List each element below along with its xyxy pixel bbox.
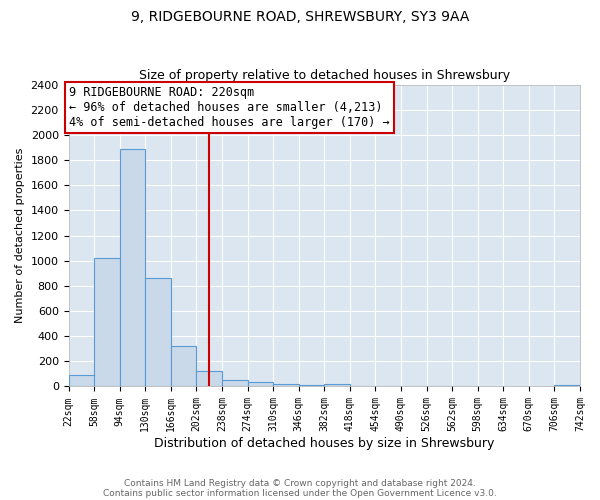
- Bar: [171, 346, 196, 387]
- Bar: [196, 372, 222, 386]
- Text: 9 RIDGEBOURNE ROAD: 220sqm
← 96% of detached houses are smaller (4,213)
4% of se: 9 RIDGEBOURNE ROAD: 220sqm ← 96% of deta…: [69, 86, 390, 129]
- Bar: [68, 375, 94, 386]
- Text: Contains HM Land Registry data © Crown copyright and database right 2024.: Contains HM Land Registry data © Crown c…: [124, 478, 476, 488]
- X-axis label: Distribution of detached houses by size in Shrewsbury: Distribution of detached houses by size …: [154, 437, 494, 450]
- Bar: [554, 384, 580, 386]
- Bar: [299, 384, 324, 386]
- Title: Size of property relative to detached houses in Shrewsbury: Size of property relative to detached ho…: [139, 69, 510, 82]
- Bar: [94, 258, 119, 386]
- Bar: [119, 148, 145, 386]
- Text: Contains public sector information licensed under the Open Government Licence v3: Contains public sector information licen…: [103, 488, 497, 498]
- Text: 9, RIDGEBOURNE ROAD, SHREWSBURY, SY3 9AA: 9, RIDGEBOURNE ROAD, SHREWSBURY, SY3 9AA: [131, 10, 469, 24]
- Bar: [222, 380, 248, 386]
- Bar: [324, 384, 350, 386]
- Bar: [273, 384, 299, 386]
- Bar: [248, 382, 273, 386]
- Bar: [145, 278, 171, 386]
- Y-axis label: Number of detached properties: Number of detached properties: [15, 148, 25, 323]
